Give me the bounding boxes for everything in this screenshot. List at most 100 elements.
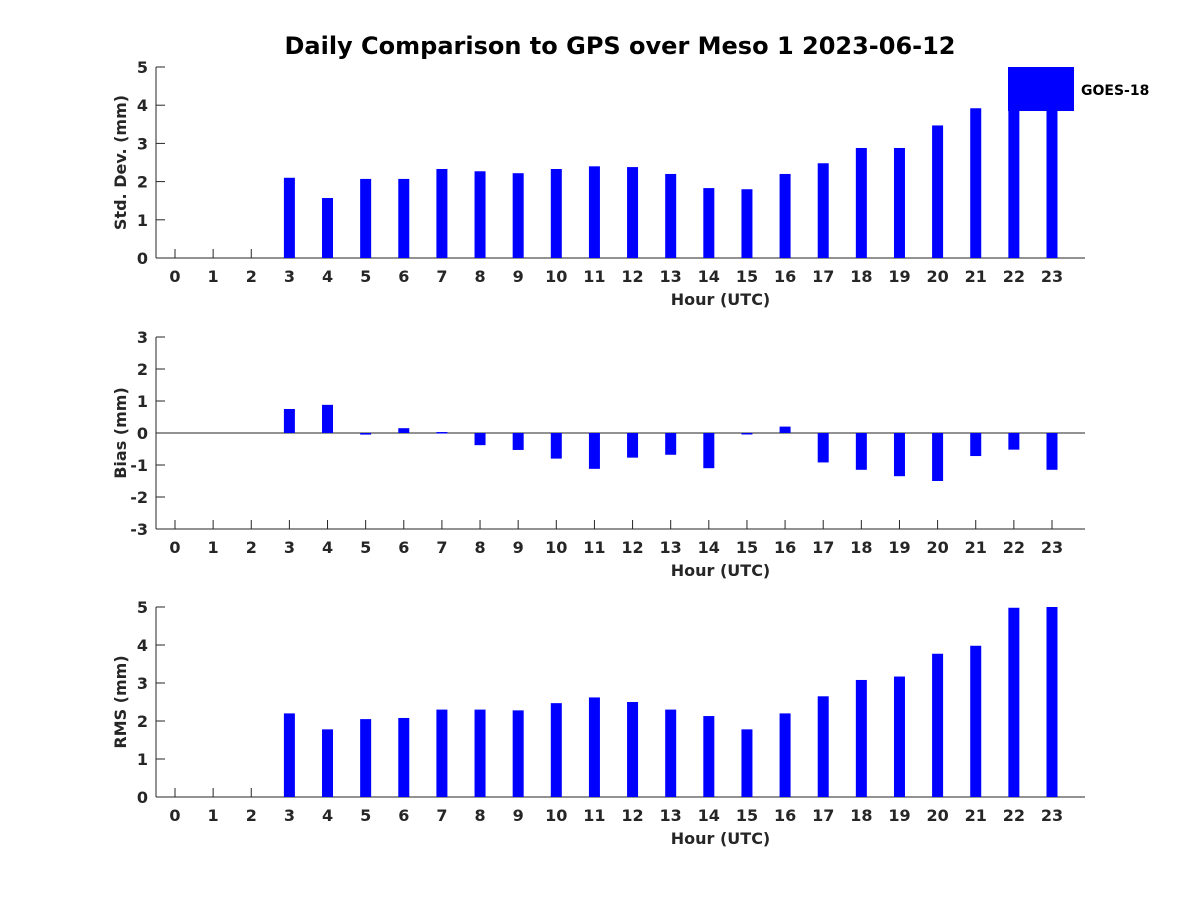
bar-hour-22	[1008, 607, 1020, 797]
bar-hour-14	[703, 716, 715, 797]
bar-hour-7	[436, 168, 448, 258]
x-tick-label: 9	[513, 538, 524, 557]
x-tick-label: 14	[698, 267, 720, 286]
x-tick-label: 8	[474, 538, 485, 557]
x-tick-label: 19	[888, 538, 910, 557]
bar-hour-21	[970, 433, 982, 457]
x-tick-label: 21	[965, 267, 987, 286]
bar-hour-9	[512, 710, 524, 797]
x-tick-label: 16	[774, 538, 796, 557]
x-tick-label: 11	[583, 538, 605, 557]
bar-hour-9	[512, 173, 524, 258]
y-tick-label: 3	[137, 328, 148, 347]
x-tick-label: 19	[888, 806, 910, 825]
y-axis-label: Bias (mm)	[111, 387, 130, 479]
y-tick-label: 1	[137, 750, 148, 769]
bar-hour-21	[970, 108, 982, 258]
y-tick-label: 0	[137, 249, 148, 268]
x-tick-label: 16	[774, 267, 796, 286]
bar-hour-10	[550, 168, 562, 258]
x-tick-label: 0	[169, 806, 180, 825]
y-tick-label: 4	[137, 96, 148, 115]
bar-hour-5	[360, 178, 372, 258]
x-axis-label: Hour (UTC)	[671, 561, 771, 580]
x-tick-label: 7	[436, 267, 447, 286]
bar-hour-11	[588, 166, 600, 258]
y-tick-label: 5	[137, 58, 148, 77]
bar-hour-4	[322, 729, 334, 797]
y-axis-label: Std. Dev. (mm)	[111, 95, 130, 230]
x-tick-label: 6	[398, 806, 409, 825]
x-tick-label: 15	[736, 538, 758, 557]
x-tick-label: 12	[621, 806, 643, 825]
bar-hour-16	[779, 713, 791, 797]
x-tick-label: 6	[398, 538, 409, 557]
x-tick-label: 4	[322, 267, 333, 286]
x-tick-label: 5	[360, 806, 371, 825]
bar-hour-4	[322, 198, 334, 258]
x-tick-label: 2	[246, 538, 257, 557]
x-tick-label: 3	[284, 538, 295, 557]
x-tick-label: 9	[513, 806, 524, 825]
bar-hour-8	[474, 171, 486, 258]
bar-hour-12	[627, 433, 639, 458]
y-tick-label: 2	[137, 712, 148, 731]
x-tick-label: 18	[850, 267, 872, 286]
bar-hour-22	[1008, 433, 1020, 450]
x-tick-label: 20	[926, 538, 948, 557]
x-tick-label: 17	[812, 267, 834, 286]
x-tick-label: 20	[926, 806, 948, 825]
bar-hour-3	[283, 177, 295, 258]
x-tick-label: 23	[1041, 267, 1063, 286]
x-tick-label: 4	[322, 538, 333, 557]
x-tick-label: 3	[284, 806, 295, 825]
bar-hour-12	[627, 167, 639, 258]
bar-hour-20	[932, 433, 944, 481]
x-tick-label: 7	[436, 538, 447, 557]
x-tick-label: 9	[513, 267, 524, 286]
x-tick-label: 20	[926, 267, 948, 286]
x-tick-label: 12	[621, 267, 643, 286]
x-tick-label: 10	[545, 806, 567, 825]
x-tick-label: 2	[246, 267, 257, 286]
x-tick-label: 22	[1003, 538, 1025, 557]
bar-hour-20	[932, 653, 944, 797]
bar-hour-11	[588, 433, 600, 469]
bar-hour-3	[283, 713, 295, 797]
bar-hour-15	[741, 189, 753, 258]
bar-hour-7	[436, 432, 448, 434]
x-tick-label: 11	[583, 806, 605, 825]
bar-hour-16	[779, 426, 791, 433]
x-tick-label: 19	[888, 267, 910, 286]
x-tick-label: 14	[698, 806, 720, 825]
bar-hour-20	[932, 125, 944, 258]
bar-hour-19	[893, 676, 905, 797]
bar-hour-18	[855, 433, 867, 470]
bar-hour-14	[703, 433, 715, 469]
x-tick-label: 1	[208, 267, 219, 286]
legend: GOES-18	[1008, 67, 1149, 111]
bar-hour-8	[474, 709, 486, 797]
bar-hour-6	[398, 178, 410, 258]
x-tick-label: 22	[1003, 267, 1025, 286]
bar-hour-23	[1046, 607, 1058, 797]
bar-hour-18	[855, 147, 867, 258]
bar-hour-19	[893, 147, 905, 258]
bar-hour-22	[1008, 69, 1020, 258]
x-tick-label: 11	[583, 267, 605, 286]
y-tick-label: 3	[137, 134, 148, 153]
x-tick-label: 13	[660, 806, 682, 825]
y-tick-label: 1	[137, 211, 148, 230]
legend-swatch	[1008, 67, 1074, 111]
x-tick-label: 16	[774, 806, 796, 825]
bar-hour-13	[665, 433, 677, 455]
bar-hour-23	[1046, 433, 1058, 470]
legend-label: GOES-18	[1081, 83, 1149, 99]
x-tick-label: 21	[965, 538, 987, 557]
x-tick-label: 17	[812, 538, 834, 557]
y-tick-label: -3	[130, 520, 148, 539]
bar-hour-14	[703, 188, 715, 258]
bar-hour-17	[817, 163, 829, 258]
